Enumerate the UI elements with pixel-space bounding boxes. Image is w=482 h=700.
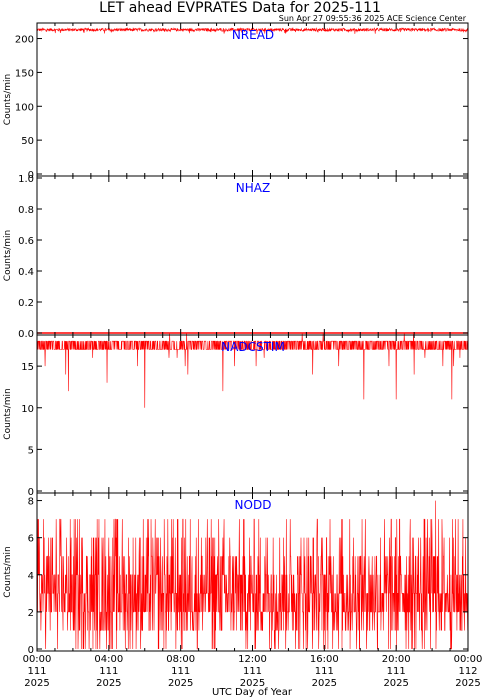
x-tick-label: 2025: [168, 678, 193, 689]
x-tick-label: 111: [243, 666, 262, 677]
panel-nhaz: 0.0 0.2 0.4 0.6 0.8 1.0 NHAZ Counts/min: [3, 174, 469, 340]
y-axis-label-nodd: Counts/min: [3, 546, 13, 597]
x-tick-label: 2025: [24, 678, 49, 689]
y-tick-label: 0: [28, 645, 34, 656]
panel-nread: 0 50 100 150 200 NREAD Counts/min: [3, 22, 469, 181]
panel-title-nadcstim: NADCSTIM: [221, 340, 285, 354]
y-tick-label: 0.2: [18, 298, 34, 309]
x-tick-label: 111: [171, 666, 190, 677]
panel-nadcstim: 0 5 10 15 NADCSTIM Counts/min: [3, 332, 469, 498]
y-tick-label: 5: [28, 445, 34, 456]
timestamp: Sun Apr 27 09:55:36 2025 ACE Science Cen…: [279, 14, 467, 23]
x-tick-label: 2025: [455, 678, 480, 689]
y-tick-label: 0: [28, 487, 34, 498]
y-tick-label: 0: [28, 170, 34, 181]
y-tick-label: 0.8: [18, 205, 34, 216]
y-axis-label-nadcstim: Counts/min: [3, 388, 13, 439]
x-tick-label: 00:00: [23, 654, 52, 665]
x-tick-label: 112: [458, 666, 477, 677]
y-tick-label: 100: [15, 102, 34, 113]
y-axis-label-nread: Counts/min: [3, 74, 13, 125]
y-tick-label: 200: [15, 35, 34, 46]
y-tick-label: 150: [15, 68, 34, 79]
y-tick-label: 10: [21, 404, 34, 415]
x-tick-label: 12:00: [238, 654, 267, 665]
y-tick-label: 2: [28, 608, 34, 619]
x-tick-label: 2025: [312, 678, 337, 689]
panel-frame-nadcstim: [36, 334, 469, 494]
x-axis: 00:00111202504:00111202508:00111202512:0…: [23, 654, 482, 689]
x-tick-label: 2025: [240, 678, 265, 689]
x-tick-label: 111: [387, 666, 406, 677]
x-tick-label: 20:00: [382, 654, 411, 665]
panel-title-nread: NREAD: [232, 28, 274, 42]
y-tick-label: 4: [28, 571, 34, 582]
y-tick-label: 15: [21, 362, 34, 373]
panel-nodd: 0 2 4 6 8 NODD Counts/min: [3, 492, 469, 656]
x-tick-label: 111: [99, 666, 118, 677]
y-tick-label: 6: [28, 534, 34, 545]
panel-frame-nhaz: [36, 175, 469, 336]
x-tick-label: 111: [315, 666, 334, 677]
y-axis-label-nhaz: Counts/min: [3, 230, 13, 281]
x-axis-label: UTC Day of Year: [212, 687, 293, 698]
chart-title: LET ahead EVPRATES Data for 2025-111: [99, 0, 381, 16]
panel-frame-nread: [36, 22, 469, 177]
y-tick-label: 50: [21, 136, 34, 147]
x-tick-label: 2025: [96, 678, 121, 689]
x-tick-label: 2025: [383, 678, 408, 689]
x-tick-label: 111: [27, 666, 46, 677]
x-tick-label: 04:00: [94, 654, 123, 665]
panel-title-nodd: NODD: [235, 498, 272, 512]
series-line-nadcstim: [37, 332, 468, 408]
y-tick-label: 1.0: [18, 174, 34, 185]
y-tick-label: 0.0: [18, 329, 34, 340]
y-tick-label: 0.4: [18, 267, 34, 278]
series-line-nodd: [36, 500, 468, 650]
x-tick-label: 00:00: [454, 654, 482, 665]
y-tick-label: 0.6: [18, 236, 34, 247]
panel-title-nhaz: NHAZ: [236, 181, 270, 195]
x-tick-label: 16:00: [310, 654, 339, 665]
y-tick-label: 8: [28, 497, 34, 508]
x-tick-label: 08:00: [166, 654, 195, 665]
